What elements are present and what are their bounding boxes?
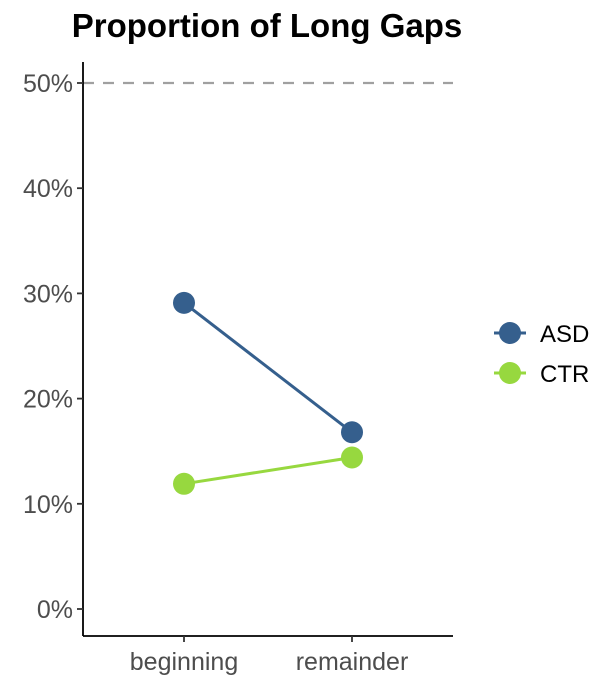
chart-title: Proportion of Long Gaps — [72, 7, 462, 44]
series-layer — [173, 291, 363, 495]
x-axis-ticks: beginning remainder — [130, 636, 409, 676]
y-tick-label: 20% — [23, 386, 73, 414]
x-tick-label: beginning — [130, 648, 238, 676]
legend-key-point-asd — [499, 322, 521, 344]
y-tick-label: 30% — [23, 280, 73, 308]
legend-key-point-ctr — [499, 362, 521, 384]
series-line-asd — [183, 301, 353, 434]
x-tick-label: remainder — [296, 648, 409, 676]
data-point-ctr — [173, 472, 195, 495]
data-point-ctr — [341, 446, 363, 469]
y-tick-label: 50% — [23, 70, 73, 98]
legend-label-ctr: CTR — [540, 361, 589, 388]
y-tick-label: 40% — [23, 175, 73, 203]
data-point-asd — [173, 291, 195, 314]
data-point-asd — [341, 421, 363, 444]
y-tick-label: 0% — [37, 596, 73, 624]
legend: ASD CTR — [494, 321, 589, 388]
y-axis-ticks: 0% 10% 20% 30% 40% 50% — [23, 70, 83, 624]
y-tick-label: 10% — [23, 491, 73, 519]
legend-label-asd: ASD — [540, 321, 589, 348]
series-line-ctr — [183, 456, 353, 486]
